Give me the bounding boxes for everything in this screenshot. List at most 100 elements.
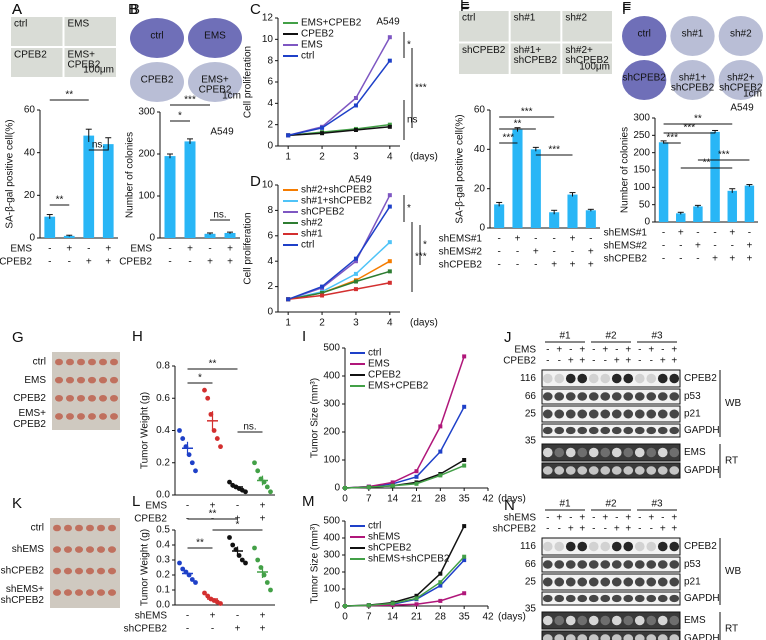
data-point [414,596,419,601]
blot-band [646,373,657,384]
condition-sign: - [546,345,549,356]
micrograph [459,11,509,42]
group-label: ctrl [31,523,44,534]
tile-label: sh#2 [565,13,587,24]
bar [658,142,669,222]
significance-label: ** [196,538,204,549]
data-point [227,535,232,540]
tile-label: CPEB2 [141,75,174,86]
panel-letter: B [130,1,140,18]
condition-sign: - [638,345,641,356]
blot-band [600,594,611,603]
blot-band [646,541,657,552]
condition-sign: - [168,257,171,268]
band-label: p53 [684,559,701,570]
condition-sign: + [227,257,233,268]
data-point [438,571,443,576]
condition-sign: + [105,257,111,268]
data-point [320,293,325,298]
data-point [414,474,419,479]
x-tick-label: 28 [435,494,447,505]
condition-sign: - [638,513,641,524]
group-label: shEMS [12,544,45,555]
blot-band [565,392,576,401]
data-point [252,545,257,551]
blot-band [623,615,634,626]
data-point [320,284,325,289]
bar [744,185,755,222]
condition-name: EMS [514,345,536,356]
condition-name: shCPEB2 [493,524,537,535]
tumor [66,376,74,384]
condition-sign: - [546,356,549,367]
condition-name: EMS [145,501,167,512]
tumor [110,413,118,420]
condition-sign: + [614,356,620,367]
blot-band [634,373,645,384]
blot-band [565,447,576,458]
y-tick-label: 0 [644,217,650,228]
y-tick-label: 4 [267,98,273,109]
data-point [255,468,261,474]
blot-band [634,560,645,569]
condition-name: CPEB2 [503,356,536,367]
blot-band [577,560,588,569]
chart-title: A549 [348,175,372,186]
tumor [75,567,83,575]
legend-label: shEMS [368,532,401,543]
condition-sign: - [748,228,751,239]
blot-band [669,634,680,640]
data-point [353,96,358,100]
y-tick-label: 100 [323,584,340,595]
legend-label: EMS [368,359,390,370]
blot-band [600,466,611,475]
x-tick-label: 42 [482,494,494,505]
blot-band [577,541,588,552]
tile-label: EMS+ [68,50,96,61]
blot-band [634,409,645,419]
condition-sign: + [579,513,585,524]
condition-sign: - [679,241,682,252]
condition-sign: + [235,514,241,525]
blot-band [542,560,553,569]
condition-sign: + [579,524,585,535]
blot-band [577,466,588,475]
y-tick-label: 100 [633,182,650,193]
y-tick-label: 6 [267,77,273,88]
condition-sign: - [662,228,665,239]
group-label: CPEB2 [13,393,46,404]
x-axis-label: (days) [410,152,438,163]
condition-sign: - [168,244,171,255]
data-point [353,259,358,264]
blot-band [669,409,680,419]
condition-sign: + [729,254,735,265]
blot-band [588,373,599,384]
data-point [462,591,467,596]
blot-band [554,392,565,401]
blot-band [565,373,576,384]
blot-band [646,560,657,569]
data-point [387,122,392,127]
data-point [218,601,223,606]
panel-letter: D [250,173,261,190]
data-point [180,436,186,441]
tile-label: ctrl [637,29,650,40]
tumor [77,394,85,402]
bar [710,131,720,222]
data-point [366,603,371,608]
y-tick-label: 0 [29,233,35,244]
panel-letter: H [132,328,143,345]
condition-sign: + [625,345,631,356]
tumor [55,394,63,402]
significance-label: * [198,373,202,384]
data-point [320,290,325,295]
blot-band [657,541,668,552]
blot-band [554,577,565,587]
panel-letter: A [12,1,22,18]
bar [63,235,75,238]
data-point [462,524,467,529]
blot-band [657,426,668,435]
blot-band [646,577,657,587]
significance-label: *** [666,133,678,144]
tile-label: sh#2 [730,29,752,40]
